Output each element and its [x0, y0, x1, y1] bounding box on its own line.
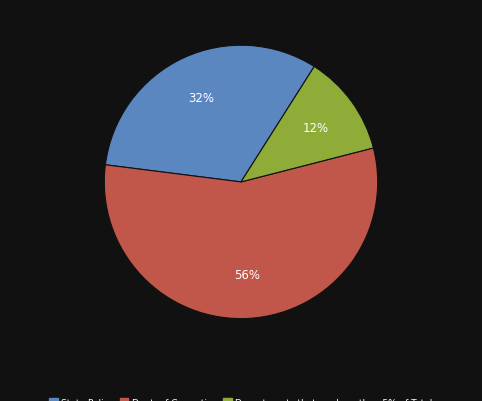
Wedge shape: [241, 67, 374, 182]
Text: 12%: 12%: [303, 122, 329, 134]
Legend: State Police, Dept. of Correction, Departments that are Less than 5% of Total: State Police, Dept. of Correction, Depar…: [47, 395, 435, 401]
Text: 56%: 56%: [234, 269, 260, 282]
Wedge shape: [104, 148, 378, 319]
Wedge shape: [106, 46, 314, 182]
Text: 32%: 32%: [188, 92, 214, 105]
